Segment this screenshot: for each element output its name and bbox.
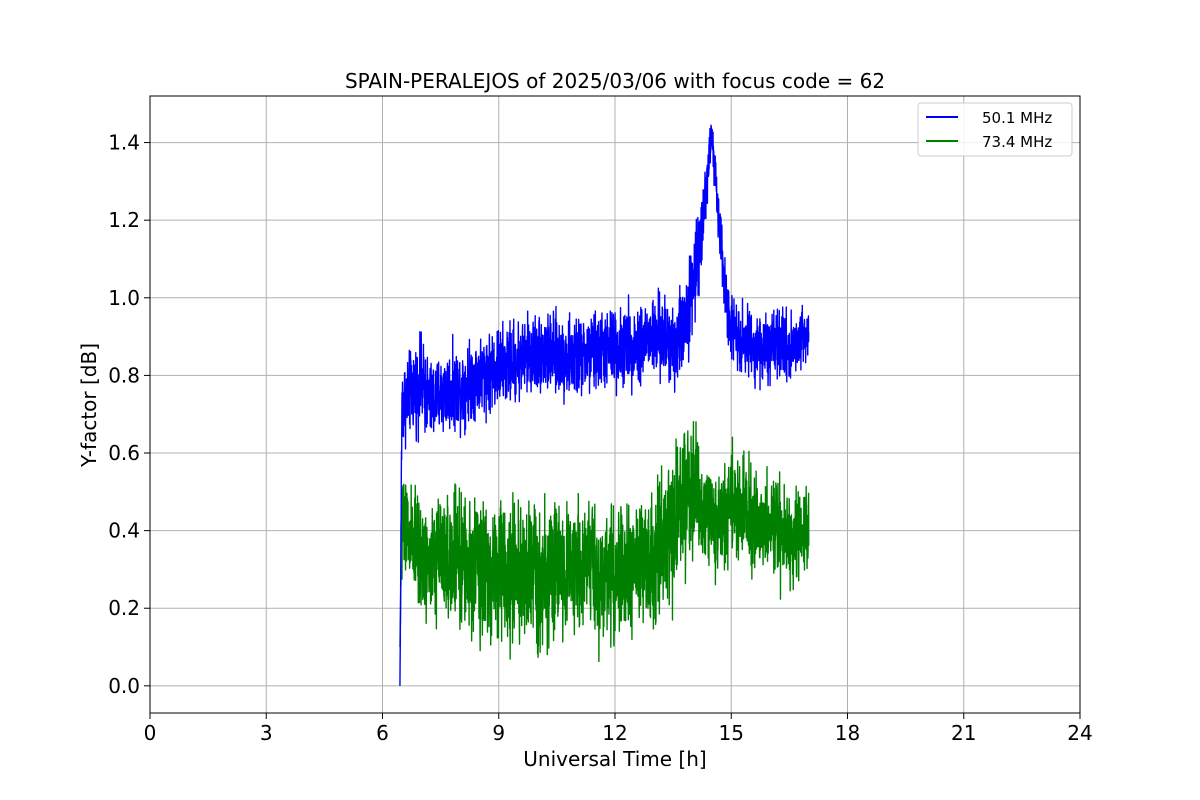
x-tick-label: 3 bbox=[260, 721, 273, 745]
x-tick-label: 0 bbox=[144, 721, 157, 745]
y-tick-label: 0.6 bbox=[108, 441, 140, 465]
y-tick-label: 1.4 bbox=[108, 131, 140, 155]
legend: 50.1 MHz 73.4 MHz bbox=[917, 102, 1073, 157]
y-tick-label: 0.8 bbox=[108, 363, 140, 387]
grid-lines bbox=[149, 96, 1081, 713]
y-axis-title: Y-factor [dB] bbox=[77, 343, 101, 468]
legend-label-50mhz: 50.1 MHz bbox=[982, 109, 1052, 127]
y-tick-label: 1.2 bbox=[108, 208, 140, 232]
y-axis-ticks: 0.0 0.2 0.4 0.6 0.8 1.0 1.2 1.4 bbox=[108, 131, 150, 698]
x-tick-label: 6 bbox=[376, 721, 389, 745]
y-tick-label: 1.0 bbox=[108, 286, 140, 310]
plot-area bbox=[399, 124, 810, 686]
x-tick-label: 21 bbox=[951, 721, 976, 745]
series-line-50mhz bbox=[399, 124, 810, 686]
y-tick-label: 0.2 bbox=[108, 596, 140, 620]
x-tick-label: 12 bbox=[602, 721, 627, 745]
y-tick-label: 0.0 bbox=[108, 674, 140, 698]
y-tick-label: 0.4 bbox=[108, 519, 140, 543]
x-axis-ticks: 0 3 6 9 12 15 18 21 24 bbox=[144, 713, 1093, 745]
x-tick-label: 18 bbox=[835, 721, 860, 745]
legend-label-73mhz: 73.4 MHz bbox=[982, 133, 1052, 151]
x-tick-label: 15 bbox=[719, 721, 744, 745]
x-axis-title: Universal Time [h] bbox=[523, 747, 706, 771]
chart-title: SPAIN-PERALEJOS of 2025/03/06 with focus… bbox=[345, 69, 885, 93]
x-tick-label: 24 bbox=[1067, 721, 1092, 745]
x-tick-label: 9 bbox=[492, 721, 505, 745]
series-line-73mhz bbox=[399, 420, 810, 663]
